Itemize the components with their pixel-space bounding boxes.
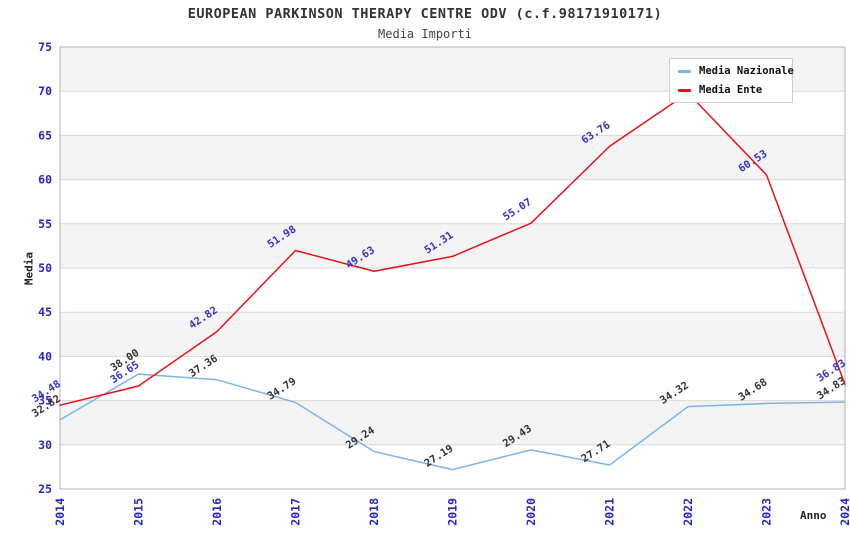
legend-item-media-nazionale[interactable]: Media Nazionale — [678, 65, 794, 77]
y-tick-label: 55 — [38, 217, 52, 231]
y-tick-label: 35 — [38, 394, 52, 408]
y-tick-label: 70 — [38, 84, 52, 98]
x-tick-label: 2020 — [524, 498, 538, 526]
y-tick-label: 45 — [38, 305, 52, 319]
x-tick-label: 2023 — [760, 498, 774, 526]
legend-marker-line-icon — [678, 88, 691, 92]
y-axis-title: Media — [22, 251, 36, 286]
legend-marker-line-icon — [678, 69, 691, 73]
plot-band — [60, 312, 845, 357]
legend-label: Media Nazionale — [699, 65, 794, 77]
point-label: 55.07 — [501, 196, 534, 223]
y-tick-label: 25 — [38, 482, 52, 496]
y-tick-label: 65 — [38, 128, 52, 142]
x-axis-title: Anno — [800, 509, 827, 522]
plot-band — [60, 223, 845, 268]
x-tick-label: 2022 — [681, 498, 695, 526]
series-line-media-nazionale — [59, 373, 846, 471]
plot-band — [60, 135, 845, 180]
x-tick-label: 2024 — [838, 498, 850, 526]
y-tick-label: 50 — [38, 261, 52, 275]
legend-item-media-ente[interactable]: Media Ente — [678, 84, 786, 96]
series-line-media-ente — [59, 92, 846, 406]
x-tick-label: 2017 — [289, 498, 303, 526]
plot-border — [59, 46, 846, 490]
x-tick-label: 2014 — [53, 498, 67, 526]
point-label: 27.19 — [422, 442, 455, 469]
y-tick-label: 40 — [38, 349, 52, 363]
chart-title: EUROPEAN PARKINSON THERAPY CENTRE ODV (c… — [187, 6, 663, 22]
y-tick-label: 60 — [38, 173, 52, 187]
x-tick-label: 2018 — [367, 498, 381, 526]
x-tick-label: 2021 — [603, 498, 617, 526]
legend-label: Media Ente — [699, 84, 763, 96]
chart-subtitle: Media Importi — [378, 27, 472, 41]
x-tick-label: 2015 — [132, 498, 146, 526]
y-tick-label: 30 — [38, 438, 52, 452]
plot-band — [60, 400, 845, 445]
x-tick-label: 2019 — [446, 498, 460, 526]
y-tick-label: 75 — [38, 40, 52, 54]
point-label: 34.68 — [736, 376, 769, 403]
legend: Media Nazionale Media Ente — [669, 58, 794, 103]
x-tick-label: 2016 — [210, 498, 224, 526]
